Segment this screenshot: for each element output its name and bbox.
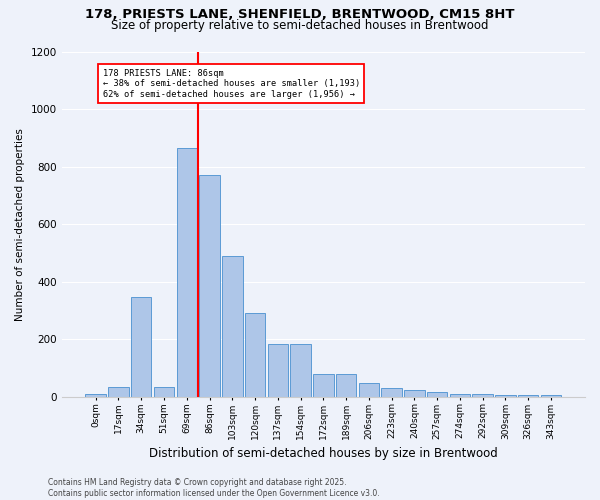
Bar [222, 256, 242, 396]
Text: 178, PRIESTS LANE, SHENFIELD, BRENTWOOD, CM15 8HT: 178, PRIESTS LANE, SHENFIELD, BRENTWOOD,… [85, 8, 515, 20]
Text: Size of property relative to semi-detached houses in Brentwood: Size of property relative to semi-detach… [111, 19, 489, 32]
Bar [176, 148, 197, 396]
Bar [449, 394, 470, 396]
Y-axis label: Number of semi-detached properties: Number of semi-detached properties [15, 128, 25, 320]
Bar [359, 383, 379, 396]
Bar [131, 298, 151, 396]
Text: 178 PRIESTS LANE: 86sqm
← 38% of semi-detached houses are smaller (1,193)
62% of: 178 PRIESTS LANE: 86sqm ← 38% of semi-de… [103, 69, 360, 98]
Bar [85, 394, 106, 396]
X-axis label: Distribution of semi-detached houses by size in Brentwood: Distribution of semi-detached houses by … [149, 447, 498, 460]
Bar [268, 344, 288, 396]
Bar [245, 314, 265, 396]
Bar [404, 390, 425, 396]
Bar [382, 388, 402, 396]
Text: Contains HM Land Registry data © Crown copyright and database right 2025.
Contai: Contains HM Land Registry data © Crown c… [48, 478, 380, 498]
Bar [108, 386, 129, 396]
Bar [199, 175, 220, 396]
Bar [313, 374, 334, 396]
Bar [154, 386, 174, 396]
Bar [336, 374, 356, 396]
Bar [427, 392, 448, 396]
Bar [290, 344, 311, 396]
Bar [472, 394, 493, 396]
